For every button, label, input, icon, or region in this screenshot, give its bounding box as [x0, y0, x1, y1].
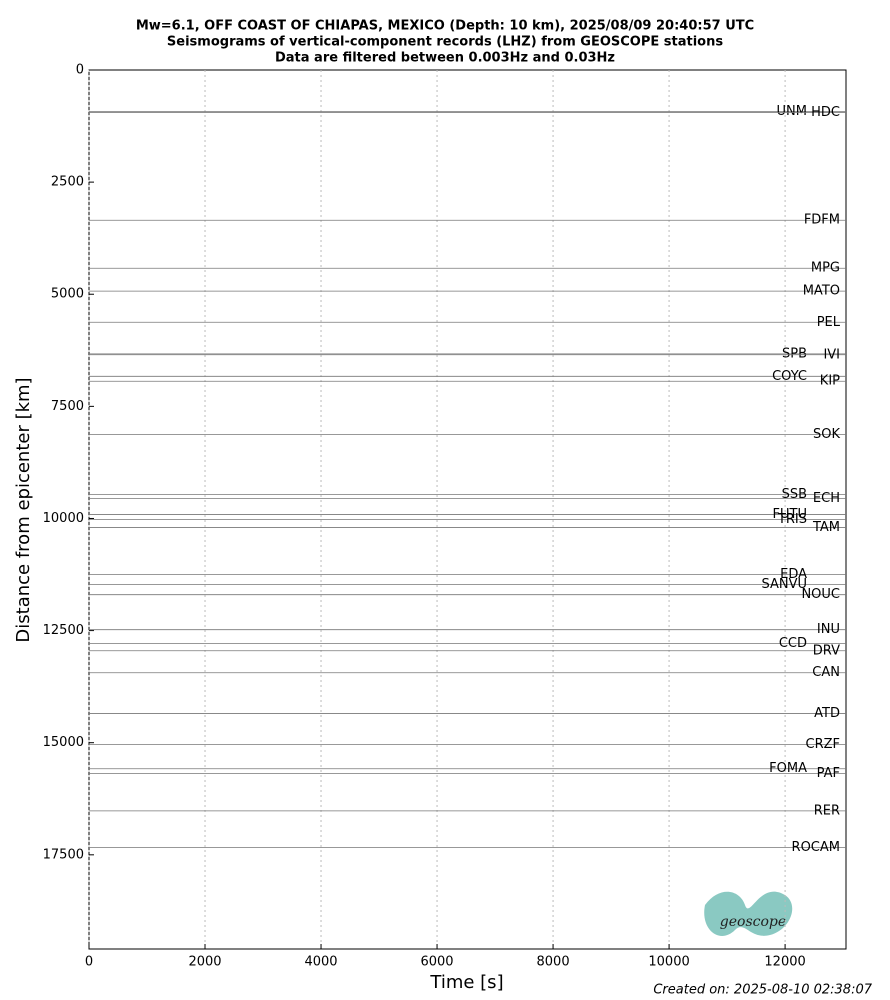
x-tick-label: 12000 — [764, 955, 805, 970]
station-label: NOUC — [801, 587, 840, 602]
station-label: UNM — [777, 104, 807, 119]
x-tick-label: 2000 — [188, 955, 221, 970]
y-tick-label: 5000 — [51, 287, 84, 302]
station-label: SPB — [782, 346, 807, 361]
y-tick-label: 15000 — [43, 735, 84, 750]
logo: geoscope — [704, 891, 793, 936]
station-label: RER — [814, 803, 840, 818]
station-label: ECH — [813, 491, 840, 506]
x-tick-label: 0 — [85, 955, 93, 970]
station-label: MATO — [803, 284, 840, 299]
title-line: Seismograms of vertical-component record… — [167, 35, 723, 50]
footer: Created on: 2025-08-10 02:38:07 — [653, 983, 872, 998]
station-label: IVI — [823, 347, 840, 362]
station-label: HDC — [811, 105, 840, 120]
station-label: KIP — [820, 374, 840, 389]
x-axis-label: Time [s] — [429, 972, 503, 993]
station-label: INU — [817, 622, 840, 637]
station-label: EDA — [780, 567, 807, 582]
station-label: SANVU — [761, 577, 807, 592]
station-label: TAM — [812, 520, 840, 535]
y-tick-label: 17500 — [43, 847, 84, 862]
y-axis-label: Distance from epicenter [km] — [13, 377, 34, 642]
station-label: PEL — [817, 315, 841, 330]
station-label: CCD — [779, 636, 807, 651]
station-label: COYC — [772, 369, 807, 384]
station-label: TRIS — [777, 512, 807, 527]
x-tick-label: 8000 — [537, 955, 570, 970]
station-label: DRV — [813, 643, 840, 658]
x-tick-label: 10000 — [648, 955, 689, 970]
y-tick-label: 10000 — [43, 511, 84, 526]
station-label: FDFM — [804, 213, 840, 228]
station-label: CAN — [812, 665, 840, 680]
y-tick-label: 2500 — [51, 175, 84, 190]
station-label: FOMA — [769, 761, 807, 776]
title-line: Mw=6.1, OFF COAST OF CHIAPAS, MEXICO (De… — [136, 19, 754, 34]
x-tick-label: 6000 — [420, 955, 453, 970]
station-label: PAF — [817, 766, 840, 781]
logo-shape — [704, 891, 793, 936]
station-label: SOK — [813, 427, 840, 442]
station-label: ROCAM — [792, 840, 840, 855]
station-label: FUTU — [773, 507, 807, 522]
y-tick-label: 7500 — [51, 399, 84, 414]
x-tick-label: 4000 — [304, 955, 337, 970]
station-label: CRZF — [806, 737, 841, 752]
y-tick-label: 0 — [76, 63, 84, 78]
station-label: ATD — [814, 706, 840, 721]
y-tick-label: 12500 — [43, 623, 84, 638]
station-label: MPG — [811, 261, 840, 276]
logo-text: geoscope — [720, 914, 786, 930]
plot-frame — [88, 69, 847, 950]
title-line: Data are filtered between 0.003Hz and 0.… — [275, 51, 615, 66]
